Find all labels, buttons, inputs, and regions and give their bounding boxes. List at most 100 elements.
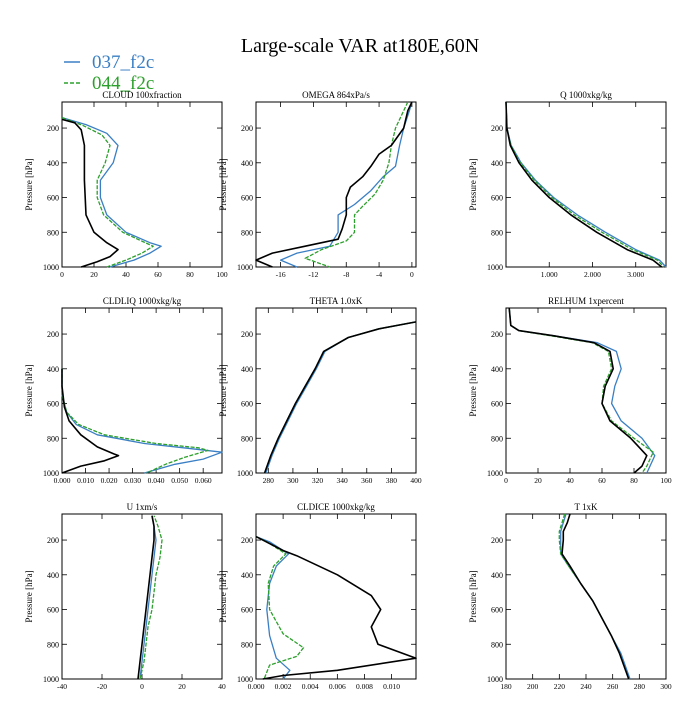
y-tick-label: 400 xyxy=(241,365,253,374)
y-tick-label: 600 xyxy=(491,606,503,615)
y-tick-label: 800 xyxy=(491,640,503,649)
series-line-1 xyxy=(139,515,157,680)
x-tick-label: 0.010 xyxy=(77,476,94,485)
panel-title: U 1xm/s xyxy=(127,502,158,512)
x-tick-label: 60 xyxy=(598,476,606,485)
series-line-0 xyxy=(508,307,648,474)
panel-7: CLDICE 1000xkg/kg Pressure [hPa] 200 400 600… xyxy=(218,502,417,691)
x-tick-label: 0.010 xyxy=(383,682,400,691)
x-tick-label: 0.040 xyxy=(148,476,165,485)
panel-title: OMEGA 864xPa/s xyxy=(302,90,370,100)
panel-title: THETA 1.0xK xyxy=(310,296,363,306)
x-tick-label: 0.030 xyxy=(124,476,141,485)
x-tick-label: -20 xyxy=(97,682,107,691)
y-tick-label: 600 xyxy=(47,400,59,409)
panel-5: RELHUM 1xpercent Pressure [hPa] 200 400 600 8… xyxy=(468,296,672,485)
y-tick-label: 800 xyxy=(491,434,503,443)
plot-frame xyxy=(505,307,667,474)
y-tick-label: 200 xyxy=(491,124,503,133)
y-tick-label: 200 xyxy=(47,536,59,545)
x-tick-label: 80 xyxy=(630,476,638,485)
y-tick-label: 1000 xyxy=(487,675,503,684)
series-line-2 xyxy=(304,101,409,268)
x-tick-label: 0.008 xyxy=(356,682,373,691)
x-tick-label: 2.000 xyxy=(584,270,601,279)
y-tick-label: 400 xyxy=(47,159,59,168)
series-line-0 xyxy=(263,321,417,474)
x-tick-label: -8 xyxy=(343,270,349,279)
x-tick-label: 400 xyxy=(410,476,422,485)
panel-title: T 1xK xyxy=(574,502,598,512)
x-tick-label: 340 xyxy=(337,476,349,485)
panel-title: CLDICE 1000xkg/kg xyxy=(297,502,375,512)
x-tick-label: 3.000 xyxy=(627,270,644,279)
legend-label-044: 044_f2c xyxy=(92,73,154,94)
y-tick-label: 600 xyxy=(491,400,503,409)
y-tick-label: 200 xyxy=(241,124,253,133)
series-line-0 xyxy=(137,515,155,680)
y-tick-label: 400 xyxy=(491,571,503,580)
series-line-2 xyxy=(558,513,630,680)
y-tick-label: 600 xyxy=(47,194,59,203)
x-tick-label: 0.050 xyxy=(171,476,188,485)
y-tick-label: 800 xyxy=(241,640,253,649)
y-tick-label: 1000 xyxy=(43,469,59,478)
x-tick-label: -40 xyxy=(57,682,67,691)
series-line-2 xyxy=(139,515,163,680)
x-tick-label: 320 xyxy=(312,476,324,485)
panel-title: CLOUD 100xfraction xyxy=(102,90,182,100)
plot-frame xyxy=(61,513,223,680)
x-tick-label: 0.000 xyxy=(248,682,265,691)
x-tick-label: 180 xyxy=(500,682,512,691)
y-tick-label: 200 xyxy=(491,536,503,545)
y-axis-label: Pressure [hPa] xyxy=(468,364,478,416)
x-tick-label: 240 xyxy=(580,682,592,691)
series-line-1 xyxy=(505,101,667,268)
series-line-2 xyxy=(255,536,305,680)
x-tick-label: 300 xyxy=(287,476,299,485)
series-line-0 xyxy=(61,118,119,268)
series-line-0 xyxy=(505,101,663,268)
x-tick-label: 380 xyxy=(386,476,398,485)
y-tick-label: 1000 xyxy=(487,263,503,272)
y-axis-label: Pressure [hPa] xyxy=(24,570,34,622)
x-tick-label: -4 xyxy=(376,270,382,279)
panel-2: Q 1000xkg/kg Pressure [hPa] 200 400 600 800 10… xyxy=(468,90,667,279)
y-tick-label: 1000 xyxy=(487,469,503,478)
x-tick-label: 40 xyxy=(218,682,226,691)
series-line-2 xyxy=(505,101,665,268)
series-line-0 xyxy=(61,368,120,474)
series-line-1 xyxy=(265,321,417,474)
y-tick-label: 1000 xyxy=(237,469,253,478)
y-tick-label: 1000 xyxy=(43,263,59,272)
y-tick-label: 400 xyxy=(491,365,503,374)
y-tick-label: 800 xyxy=(47,434,59,443)
y-tick-label: 200 xyxy=(491,330,503,339)
series-line-0 xyxy=(561,513,630,680)
y-tick-label: 800 xyxy=(241,434,253,443)
x-tick-label: 0.060 xyxy=(195,476,212,485)
y-axis-label: Pressure [hPa] xyxy=(218,158,228,210)
y-axis-label: Pressure [hPa] xyxy=(218,570,228,622)
y-axis-label: Pressure [hPa] xyxy=(24,364,34,416)
panel-title: Q 1000xkg/kg xyxy=(560,90,612,100)
x-tick-label: 200 xyxy=(527,682,539,691)
y-axis-label: Pressure [hPa] xyxy=(468,570,478,622)
series-line-2 xyxy=(508,307,654,474)
x-tick-label: 40 xyxy=(566,476,574,485)
panels: CLOUD 100xfraction Pressure [hPa] 200 400 60… xyxy=(24,90,672,691)
x-tick-label: 0.006 xyxy=(329,682,346,691)
plot-frame xyxy=(255,101,417,268)
x-tick-label: 100 xyxy=(216,270,228,279)
y-tick-label: 200 xyxy=(47,330,59,339)
y-tick-label: 400 xyxy=(47,365,59,374)
y-tick-label: 400 xyxy=(241,159,253,168)
legend: 037_f2c 044_f2c xyxy=(64,52,154,94)
panel-title: RELHUM 1xpercent xyxy=(548,296,624,306)
panel-3: CLDLIQ 1000xkg/kg Pressure [hPa] 200 400 600… xyxy=(24,296,223,485)
y-tick-label: 800 xyxy=(241,228,253,237)
y-tick-label: 1000 xyxy=(237,263,253,272)
